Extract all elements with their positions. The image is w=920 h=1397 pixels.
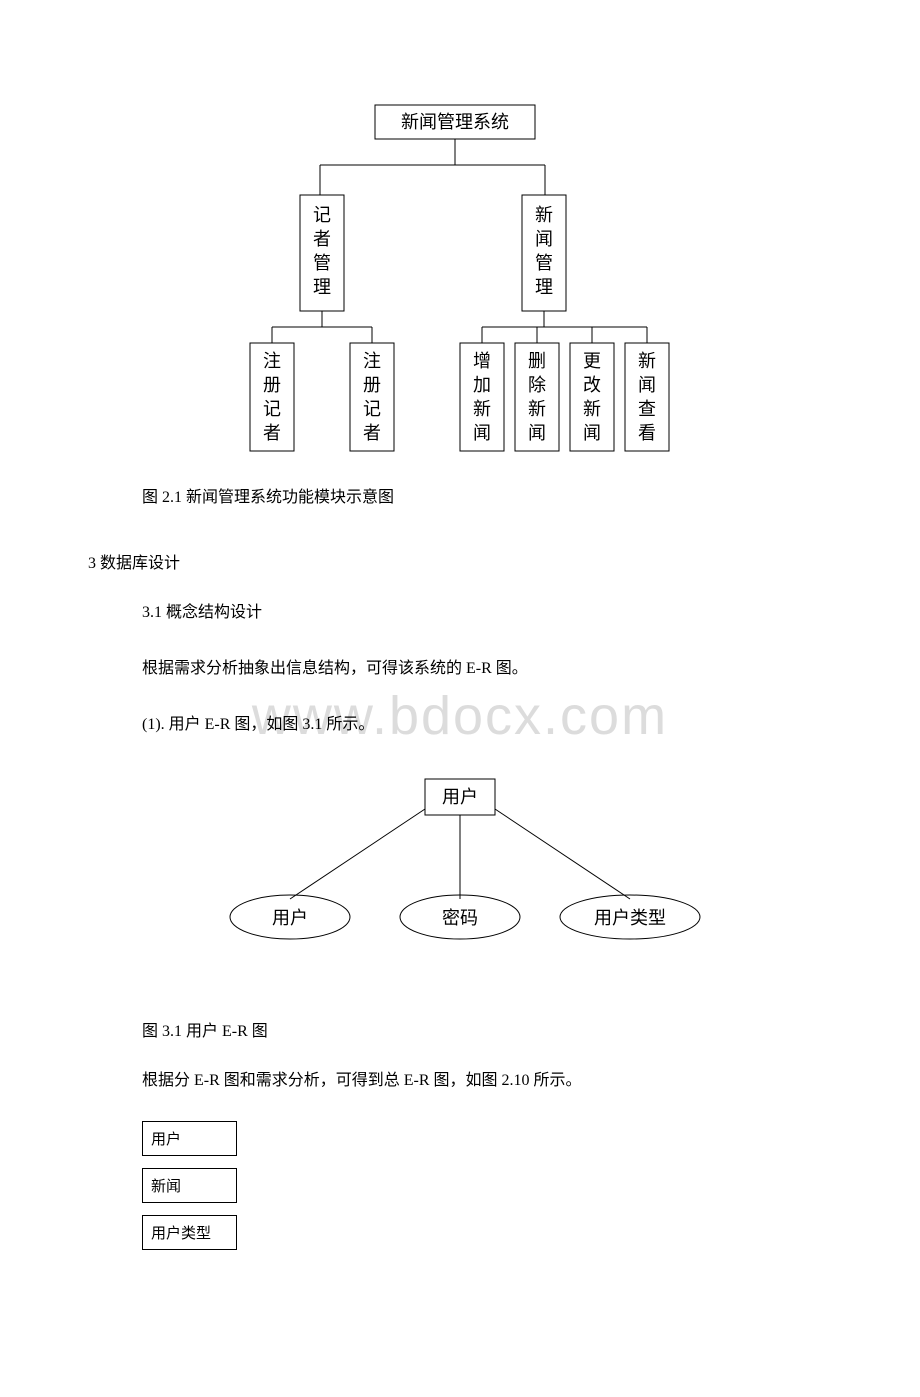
tree-right-ch0: 新 [535, 205, 553, 225]
svg-text:注: 注 [363, 351, 381, 371]
svg-text:册: 册 [363, 375, 381, 395]
er-attr-2: 用户类型 [594, 908, 666, 928]
entity-list: 用户 新闻 用户类型 [142, 1121, 920, 1250]
tree-diagram: 新闻管理系统 记 者 管 理 新 闻 管 理 注 [200, 95, 720, 455]
svg-text:新: 新 [528, 399, 546, 419]
svg-text:增: 增 [473, 351, 491, 371]
svg-text:册: 册 [263, 375, 281, 395]
caption-figure-2-1: 图 2.1 新闻管理系统功能模块示意图 [142, 483, 920, 507]
tree-right-ch1: 闻 [535, 229, 553, 249]
svg-text:看: 看 [638, 423, 656, 443]
tree-left-ch0: 记 [313, 205, 331, 225]
er-entity-label: 用户 [442, 787, 478, 807]
caption-figure-3-1: 图 3.1 用户 E-R 图 [142, 1017, 920, 1041]
er-attr-0: 用户 [272, 908, 308, 928]
svg-text:记: 记 [263, 399, 281, 419]
paragraph-3: 根据分 E-R 图和需求分析，可得到总 E-R 图，如图 2.10 所示。 [142, 1065, 920, 1097]
svg-text:闻: 闻 [583, 423, 601, 443]
tree-right-ch2: 管 [535, 253, 553, 273]
svg-text:记: 记 [363, 399, 381, 419]
svg-text:更: 更 [583, 351, 601, 371]
svg-text:新: 新 [583, 399, 601, 419]
subsection-3-1-title: 3.1 概念结构设计 [142, 597, 920, 629]
paragraph-1: 根据需求分析抽象出信息结构，可得该系统的 E-R 图。 [142, 653, 920, 685]
svg-text:者: 者 [263, 423, 281, 443]
tree-root-label: 新闻管理系统 [401, 112, 509, 132]
entity-box: 用户 [142, 1121, 237, 1156]
svg-text:者: 者 [363, 423, 381, 443]
tree-left-ch1: 者 [313, 229, 331, 249]
tree-left-ch2: 管 [313, 253, 331, 273]
svg-text:闻: 闻 [528, 423, 546, 443]
svg-text:加: 加 [473, 375, 491, 395]
svg-text:注: 注 [263, 351, 281, 371]
svg-text:除: 除 [528, 375, 546, 395]
er-diagram: 用户 用户 密码 用户类型 [200, 769, 720, 949]
paragraph-2: (1). 用户 E-R 图，如图 3.1 所示。 [142, 709, 920, 741]
svg-text:改: 改 [583, 375, 601, 395]
svg-text:查: 查 [638, 399, 656, 419]
section-3-title: 3 数据库设计 [88, 549, 920, 573]
tree-left-ch3: 理 [313, 277, 331, 297]
er-attr-1: 密码 [442, 908, 478, 928]
svg-text:新: 新 [473, 399, 491, 419]
svg-text:新: 新 [638, 351, 656, 371]
svg-text:删: 删 [528, 351, 546, 371]
svg-text:闻: 闻 [638, 375, 656, 395]
entity-box: 用户类型 [142, 1215, 237, 1250]
tree-right-ch3: 理 [535, 277, 553, 297]
entity-box: 新闻 [142, 1168, 237, 1203]
svg-text:闻: 闻 [473, 423, 491, 443]
